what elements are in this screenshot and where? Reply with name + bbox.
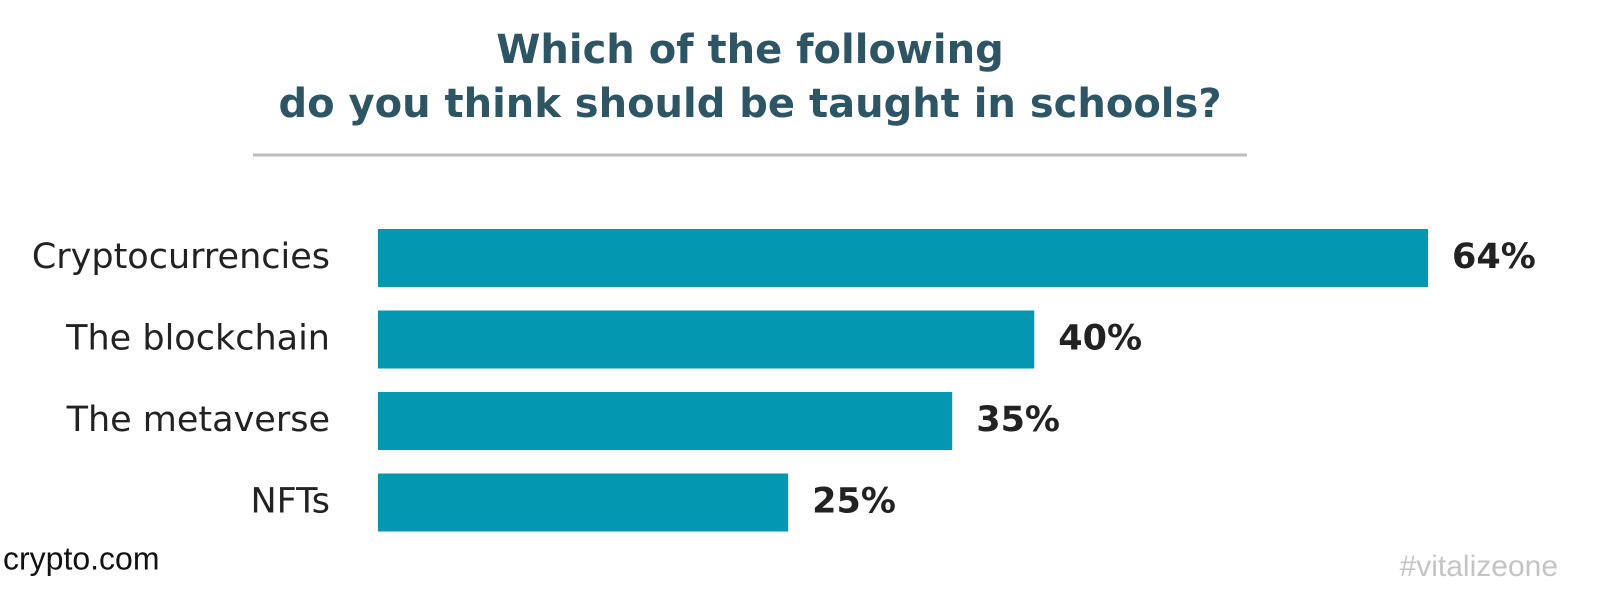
category-label: The blockchain <box>65 319 330 359</box>
bar <box>378 310 1035 369</box>
source: crypto.com <box>3 540 159 576</box>
value-label: 25% <box>812 482 896 522</box>
category-label: NFTs <box>250 482 330 522</box>
bar <box>378 229 1428 287</box>
value-label: 35% <box>976 400 1060 440</box>
category-label: Cryptocurrencies <box>32 237 330 277</box>
value-label: 64% <box>1452 237 1536 277</box>
watermark: #vitalizeone <box>1400 550 1558 583</box>
chart-title: Which of the following <box>496 27 1003 73</box>
value-label: 40% <box>1058 319 1142 359</box>
category-label: The metaverse <box>66 400 330 440</box>
chart-title: do you think should be taught in schools… <box>278 81 1221 127</box>
bar <box>378 473 789 532</box>
bar <box>378 392 953 450</box>
